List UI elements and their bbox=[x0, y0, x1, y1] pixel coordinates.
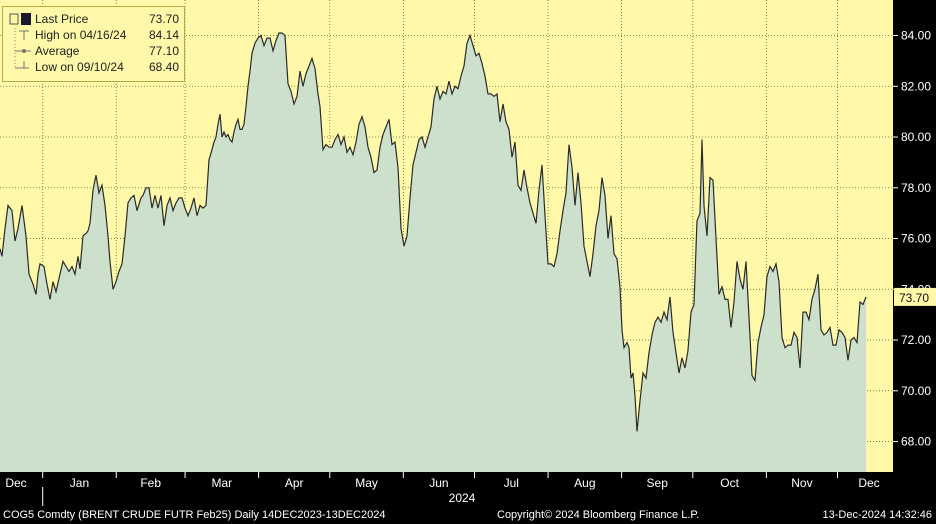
footer-timestamp: 13-Dec-2024 14:32:46 bbox=[822, 509, 932, 521]
legend-high: High on 04/16/24 84.14 bbox=[9, 27, 181, 43]
legend-last-label: Last Price bbox=[35, 12, 89, 26]
x-month-label: Dec bbox=[858, 476, 879, 490]
y-tick-label: 72.00 bbox=[901, 333, 931, 347]
x-axis: Dec Jan Feb Mar Apr May Jun Jul Aug Sep Oct Nov Dec 2… bbox=[5, 472, 880, 506]
legend-low-label: Low on 09/10/24 bbox=[35, 60, 124, 74]
average-marker-icon bbox=[14, 44, 31, 58]
legend-high-label: High on 04/16/24 bbox=[35, 28, 127, 42]
footer-copyright: Copyright© 2024 Bloomberg Finance L.P. bbox=[497, 509, 700, 521]
legend-low: Low on 09/10/24 68.40 bbox=[9, 59, 181, 75]
y-tick-label: 78.00 bbox=[901, 181, 931, 195]
x-month-label: Feb bbox=[140, 476, 161, 490]
x-month-label: Mar bbox=[212, 476, 233, 490]
x-month-label: Apr bbox=[285, 476, 304, 490]
x-month-label: Jul bbox=[504, 476, 519, 490]
price-line bbox=[0, 32, 867, 432]
legend-average-label: Average bbox=[35, 44, 80, 58]
y-tick-label: 84.00 bbox=[901, 29, 931, 43]
legend-high-value: 84.14 bbox=[148, 28, 179, 42]
price-area-fill bbox=[0, 33, 866, 472]
x-month-label: Dec bbox=[5, 476, 26, 490]
x-month-label: Oct bbox=[720, 476, 739, 490]
legend-last-price: Last Price 73.70 bbox=[9, 11, 181, 27]
x-month-label: Nov bbox=[791, 476, 812, 490]
x-month-label: Jun bbox=[429, 476, 448, 490]
legend-low-value: 68.40 bbox=[148, 60, 179, 74]
y-tick-label: 68.00 bbox=[901, 435, 931, 449]
y-axis: 68.0070.0072.0074.0076.0078.0080.0082.00… bbox=[893, 29, 936, 449]
footer-ticker: COG5 Comdty (BRENT CRUDE FUTR Feb25) Dai… bbox=[3, 509, 386, 521]
y-tick-label: 80.00 bbox=[901, 130, 931, 144]
legend-average: Average 77.10 bbox=[9, 43, 181, 59]
x-month-label: Sep bbox=[647, 476, 669, 490]
x-month-label: Aug bbox=[574, 476, 595, 490]
last-price-icon bbox=[9, 13, 31, 25]
y-tick-label: 82.00 bbox=[901, 79, 931, 93]
last-price-badge bbox=[894, 287, 936, 306]
legend: Last Price 73.70 High on 04/16/24 84.14 … bbox=[2, 6, 185, 82]
x-month-label: Jan bbox=[70, 476, 89, 490]
y-tick-label: 70.00 bbox=[901, 384, 931, 398]
legend-last-value: 73.70 bbox=[148, 12, 179, 26]
low-marker-icon bbox=[14, 60, 29, 69]
high-marker-icon bbox=[14, 28, 29, 42]
price-chart: 68.0070.0072.0074.0076.0078.0080.0082.00… bbox=[0, 0, 936, 506]
x-year-label: 2024 bbox=[449, 491, 476, 505]
y-axis-background bbox=[893, 0, 936, 506]
price-area bbox=[0, 32, 867, 472]
x-month-label: May bbox=[355, 476, 378, 490]
x-axis-background bbox=[0, 472, 893, 506]
legend-average-value: 77.10 bbox=[148, 44, 179, 58]
last-price-label: 73.70 bbox=[899, 291, 929, 305]
y-tick-label: 76.00 bbox=[901, 232, 931, 246]
footer-bar: COG5 Comdty (BRENT CRUDE FUTR Feb25) Dai… bbox=[0, 506, 936, 524]
